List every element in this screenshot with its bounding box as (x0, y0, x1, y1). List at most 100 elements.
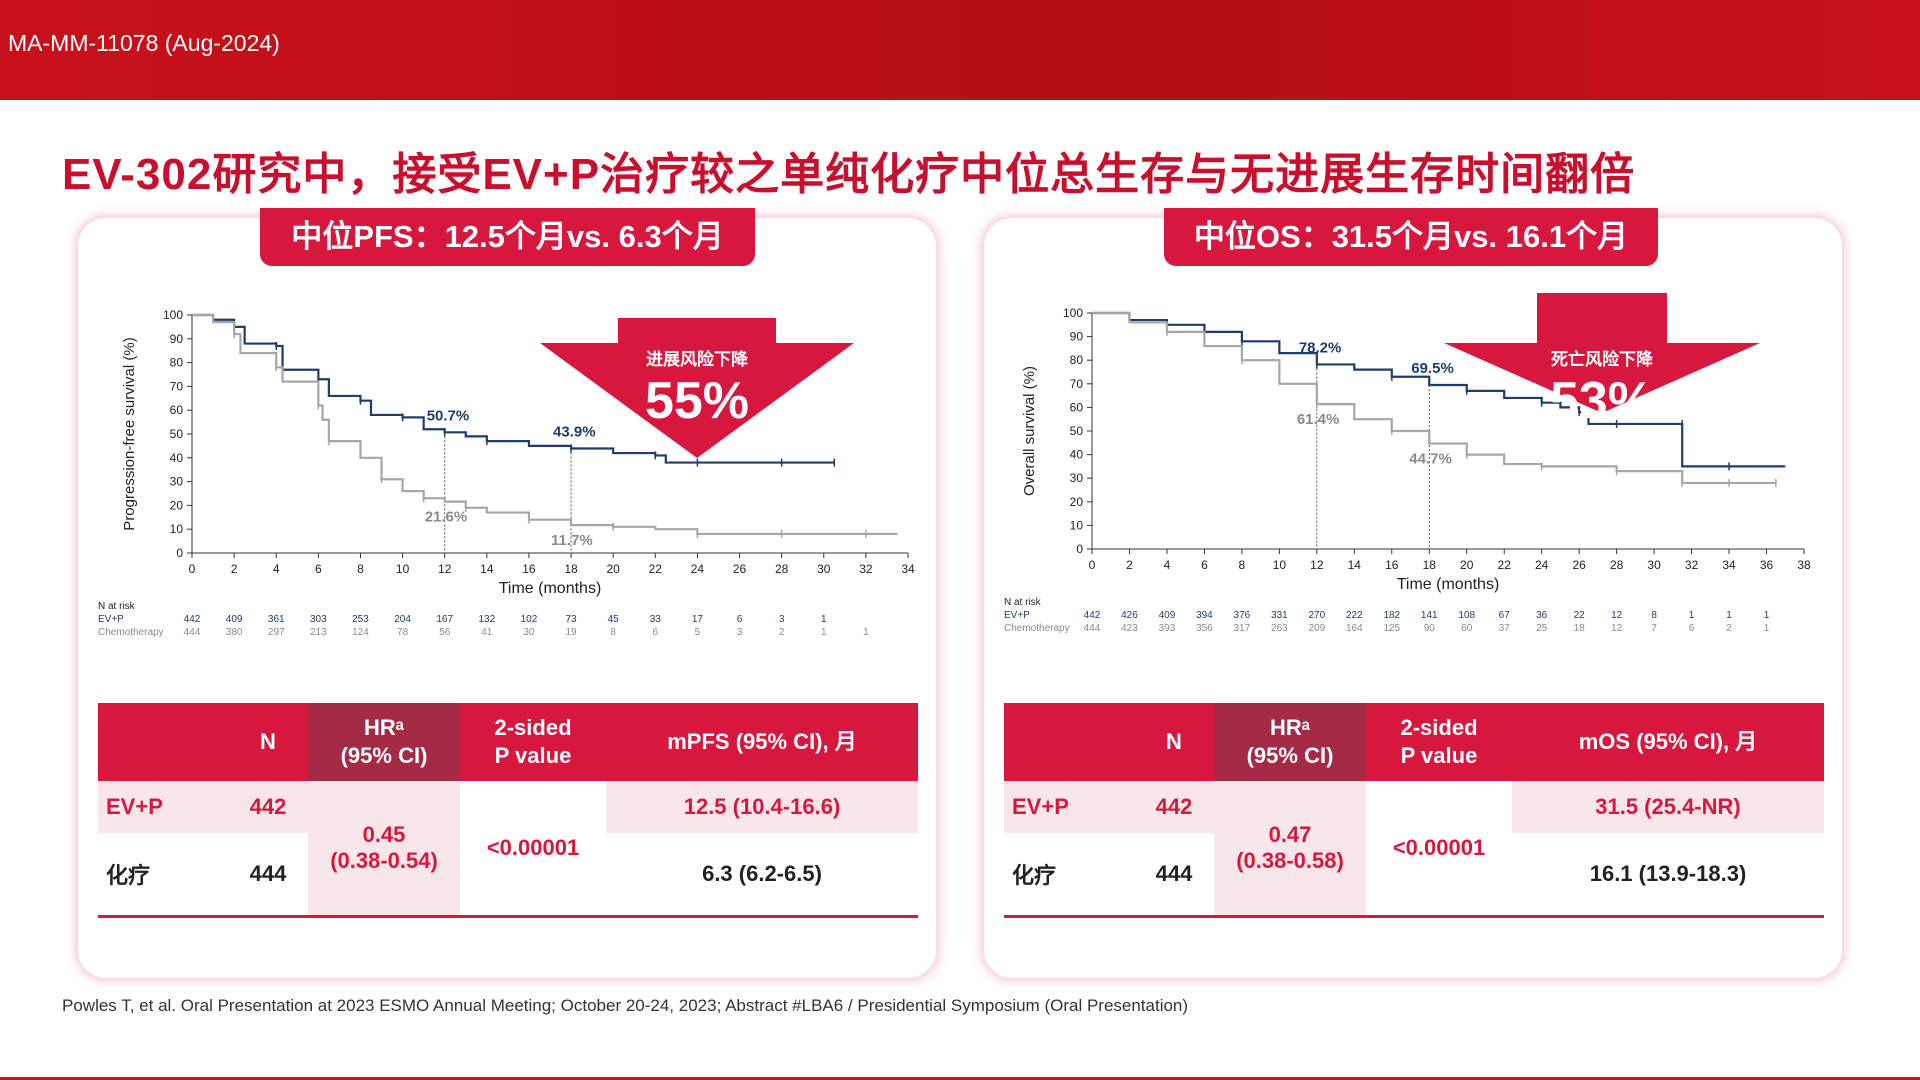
p-header: 2-sided P value (460, 703, 606, 781)
survival-rate-label: 69.5% (1411, 360, 1454, 377)
risk-ev-count: 409 (1159, 610, 1176, 621)
risk-chemo-count: 317 (1234, 623, 1251, 634)
risk-chemo-count: 37 (1499, 623, 1511, 634)
risk-ev-count: 253 (352, 614, 369, 625)
hr-header-label: HRᵃ (363, 715, 405, 740)
x-tick-label: 38 (1797, 558, 1811, 572)
hr-header-ci: (95% CI) (340, 743, 428, 768)
arm-cell: 化疗 (1004, 833, 1134, 918)
arrow-shape (1444, 293, 1760, 413)
x-tick-label: 22 (1498, 558, 1512, 572)
y-tick-label: 100 (1063, 306, 1083, 320)
arm-header (98, 703, 228, 781)
survival-rate-label: 61.4% (1297, 411, 1340, 428)
risk-ev-count: 331 (1271, 610, 1288, 621)
pfs-banner: 中位PFS：12.5个月vs. 6.3个月 (260, 208, 755, 266)
x-tick-label: 6 (315, 562, 322, 576)
risk-chemo-count: 1 (821, 627, 827, 638)
arrow-shape (540, 318, 854, 458)
risk-chemo-count: 18 (1574, 623, 1586, 634)
risk-ev-count: 67 (1499, 610, 1511, 621)
y-axis-title: Progression-free survival (%) (121, 337, 138, 530)
x-tick-label: 0 (189, 562, 196, 576)
risk-table-title: N at risk (1004, 597, 1042, 608)
x-tick-label: 18 (564, 562, 578, 576)
median-header: mOS (95% CI), 月 (1512, 703, 1824, 781)
risk-ev-count: 167 (436, 614, 453, 625)
survival-rate-label: 50.7% (427, 407, 470, 424)
x-tick-label: 32 (859, 562, 873, 576)
risk-chemo-count: 5 (695, 627, 701, 638)
x-tick-label: 24 (1535, 558, 1549, 572)
os-banner: 中位OS：31.5个月vs. 16.1个月 (1164, 208, 1658, 266)
risk-chemo-count: 164 (1346, 623, 1363, 634)
risk-ev-count: 376 (1234, 610, 1251, 621)
survival-rate-label: 44.7% (1409, 451, 1452, 468)
x-tick-label: 12 (1310, 558, 1324, 572)
risk-chemo-count: 41 (481, 627, 493, 638)
risk-ev-count: 8 (1651, 610, 1657, 621)
pfs-results-table: N HRᵃ (95% CI) 2-sided P value mPFS (95% C… (98, 703, 918, 918)
y-tick-label: 40 (170, 451, 184, 465)
x-tick-label: 20 (606, 562, 620, 576)
survival-rate-label: 21.6% (425, 509, 468, 526)
hr-header-ci: (95% CI) (1246, 743, 1334, 768)
table-row: EV+P 442 0.45 (0.38-0.54) <0.00001 12.5 (… (98, 781, 918, 918)
hr-ci-value: (0.38-0.54) (330, 848, 438, 873)
y-tick-label: 90 (170, 332, 184, 346)
y-tick-label: 90 (1070, 330, 1084, 344)
risk-ev-count: 12 (1611, 610, 1623, 621)
x-tick-label: 34 (901, 562, 915, 576)
x-axis-title: Time (months) (1397, 576, 1500, 593)
risk-chemo-count: 124 (352, 627, 369, 638)
chemo-curve (1092, 311, 1776, 485)
risk-chemo-count: 444 (1084, 623, 1101, 634)
os-panel: 中位OS：31.5个月vs. 16.1个月 0 10 20 30 40 50 60 70 80 9… (984, 208, 1842, 978)
x-tick-label: 28 (775, 562, 789, 576)
median-cell: 6.3 (6.2-6.5) (606, 833, 918, 918)
y-tick-label: 30 (170, 475, 184, 489)
risk-ev-count: 45 (608, 614, 620, 625)
hr-cell: 0.47 (0.38-0.58) (1214, 781, 1366, 918)
y-tick-label: 20 (170, 498, 184, 512)
x-tick-label: 30 (1647, 558, 1661, 572)
risk-chemo-label: Chemotherapy (98, 627, 164, 638)
x-tick-label: 14 (480, 562, 494, 576)
n-cell: 442 (228, 781, 308, 833)
risk-chemo-count: 90 (1424, 623, 1436, 634)
risk-chemo-count: 3 (737, 627, 743, 638)
risk-chemo-count: 380 (226, 627, 243, 638)
risk-ev-count: 222 (1346, 610, 1363, 621)
risk-chemo-count: 444 (184, 627, 201, 638)
y-tick-label: 20 (1070, 495, 1084, 509)
arm-cell: EV+P (1004, 781, 1134, 833)
risk-ev-count: 394 (1196, 610, 1213, 621)
risk-ev-count: 442 (1084, 610, 1101, 621)
x-tick-label: 30 (817, 562, 831, 576)
risk-reduction-arrow: 死亡风险下降 53% (1444, 293, 1760, 430)
arm-cell: EV+P (98, 781, 228, 833)
y-tick-label: 40 (1070, 448, 1084, 462)
n-cell: 442 (1134, 781, 1214, 833)
risk-ev-count: 204 (394, 614, 411, 625)
risk-ev-count: 141 (1421, 610, 1438, 621)
x-tick-label: 14 (1348, 558, 1362, 572)
x-tick-label: 2 (1126, 558, 1133, 572)
risk-chemo-count: 12 (1611, 623, 1623, 634)
hr-value: 0.47 (1268, 822, 1312, 847)
x-tick-label: 4 (1164, 558, 1171, 572)
table-row: EV+P 442 0.47 (0.38-0.58) <0.00001 31.5 (… (1004, 781, 1824, 918)
hr-header: HRᵃ (95% CI) (308, 703, 460, 781)
risk-ev-count: 6 (737, 614, 743, 625)
hr-ci-value: (0.38-0.58) (1236, 848, 1344, 873)
risk-reduction-arrow: 进展风险下降 55% (540, 318, 854, 458)
risk-ev-count: 1 (821, 614, 827, 625)
risk-chemo-count: 6 (653, 627, 659, 638)
risk-chemo-count: 7 (1651, 623, 1657, 634)
arrow-value: 55% (645, 372, 749, 430)
x-tick-label: 28 (1610, 558, 1624, 572)
arm-header (1004, 703, 1134, 781)
x-tick-label: 10 (396, 562, 410, 576)
